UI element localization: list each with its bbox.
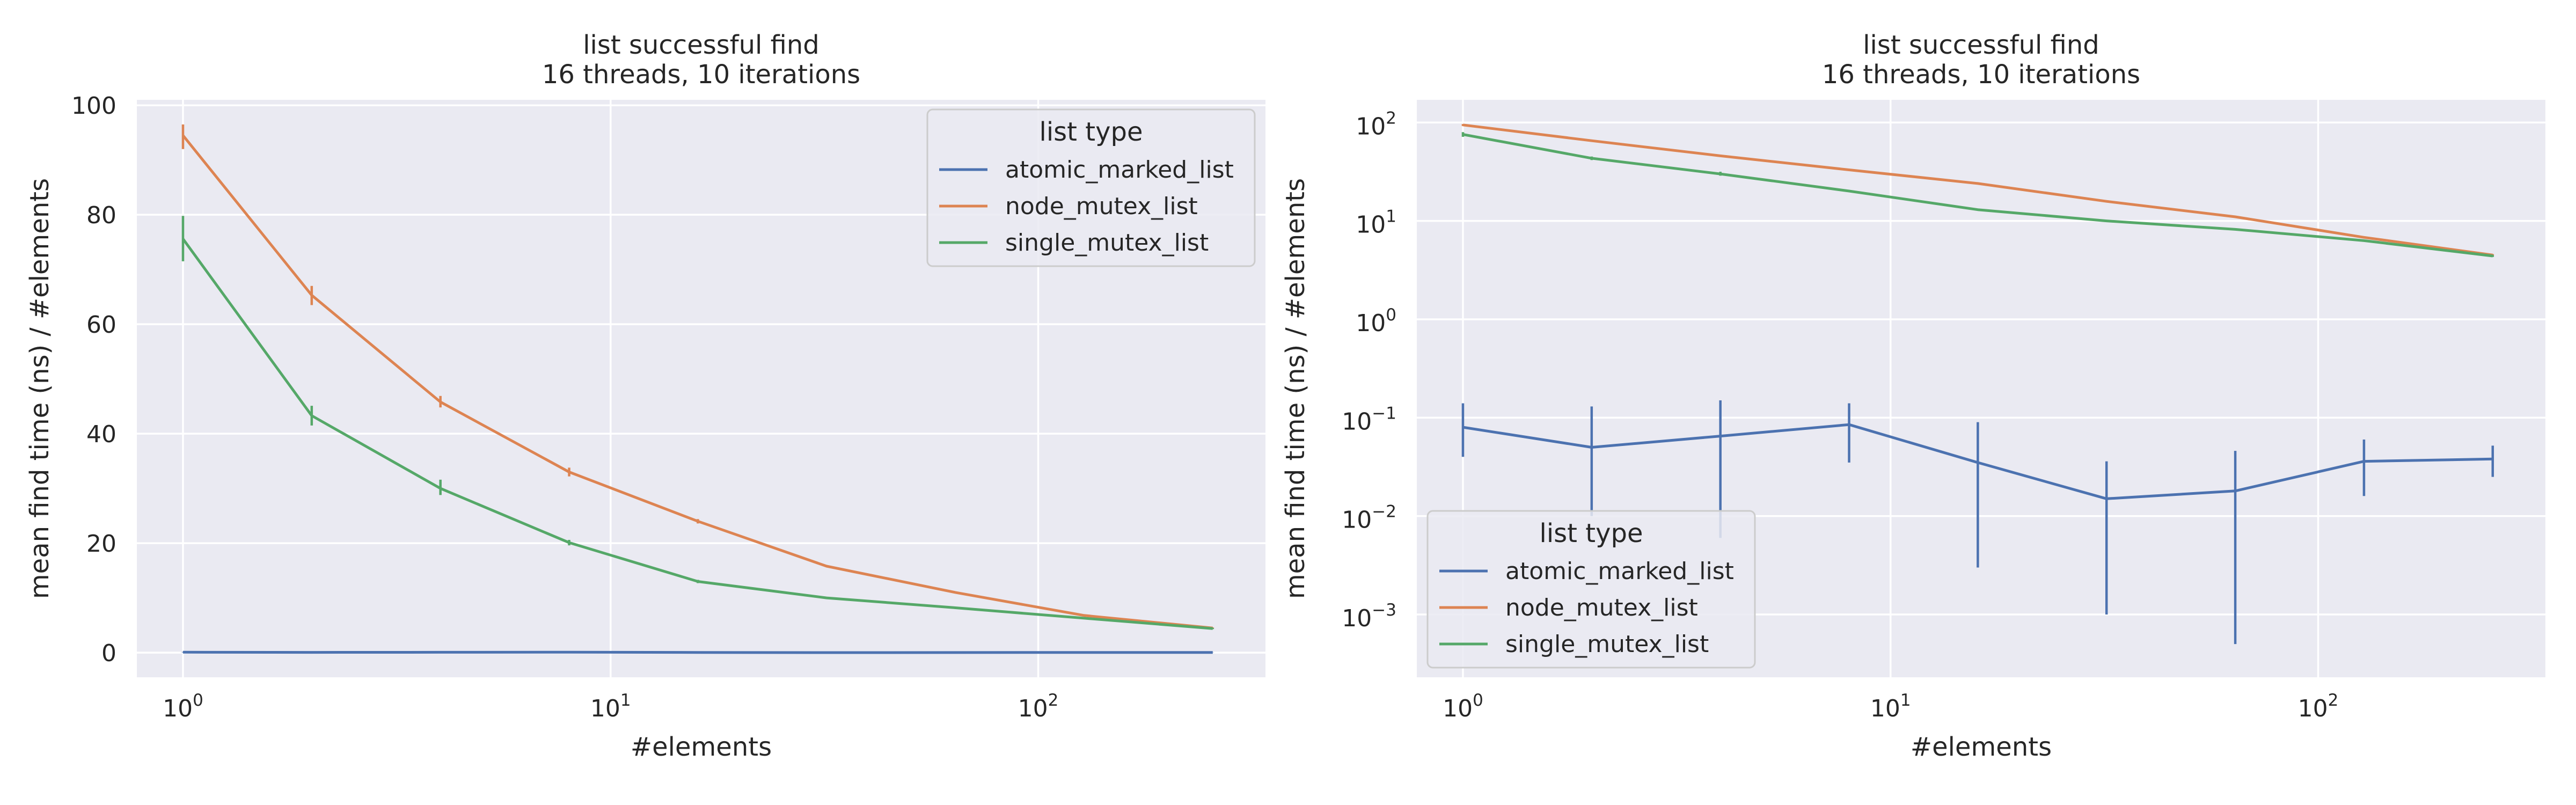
chart-title: list successful find: [1863, 30, 2099, 60]
chart-subtitle: 16 threads, 10 iterations: [542, 60, 860, 90]
legend-entry-label: atomic_marked_list: [1505, 558, 1734, 585]
y-tick-label: 10−2: [1342, 502, 1396, 534]
chart-subtitle: 16 threads, 10 iterations: [1822, 60, 2140, 90]
x-tick-label: 101: [590, 691, 631, 722]
legend-box: [1426, 510, 1756, 669]
x-axis-label: #elements: [1911, 732, 2052, 762]
y-tick-label: 101: [1356, 207, 1396, 239]
series-single_mutex_list: [1461, 132, 2494, 258]
y-tick-label: 10−3: [1342, 601, 1396, 632]
x-tick-label: 100: [1443, 691, 1483, 722]
legend-entry-label: atomic_marked_list: [1005, 156, 1234, 184]
y-tick-label: 100: [71, 92, 116, 120]
y-tick-label: 40: [86, 421, 116, 448]
series-atomic_marked_list: [181, 650, 1214, 654]
y-tick-label: 0: [101, 640, 116, 667]
x-tick-label: 102: [1018, 691, 1059, 722]
y-tick-label: 20: [86, 530, 116, 558]
legend-entry-label: single_mutex_list: [1505, 631, 1709, 658]
legend-title: list type: [1040, 117, 1143, 147]
series-node_mutex_list: [181, 124, 1214, 630]
y-axis-label: mean find time (ns) / #elements: [1280, 178, 1311, 599]
y-tick-label: 100: [1356, 305, 1396, 337]
series-single_mutex_list: [181, 216, 1214, 630]
y-axis-label: mean find time (ns) / #elements: [25, 178, 55, 599]
x-axis-label: #elements: [631, 732, 772, 762]
legend: list type atomic_marked_list node_mutex_li…: [926, 108, 1256, 267]
x-tick-label: 100: [163, 691, 203, 722]
y-tick-label: 102: [1356, 108, 1396, 140]
y-tick-label: 80: [86, 202, 116, 229]
legend-title: list type: [1540, 518, 1643, 548]
legend-box: [926, 108, 1256, 267]
x-tick-label: 101: [1870, 691, 1911, 722]
legend: list type atomic_marked_list node_mutex_li…: [1426, 510, 1756, 669]
legend-entry-label: node_mutex_list: [1505, 594, 1698, 621]
legend-entry-label: node_mutex_list: [1005, 193, 1198, 220]
y-tick-label: 60: [86, 311, 116, 339]
x-tick-label: 102: [2298, 691, 2339, 722]
legend-entry-label: single_mutex_list: [1005, 229, 1209, 257]
chart-title: list successful find: [583, 30, 819, 60]
y-tick-label: 10−1: [1342, 404, 1396, 435]
